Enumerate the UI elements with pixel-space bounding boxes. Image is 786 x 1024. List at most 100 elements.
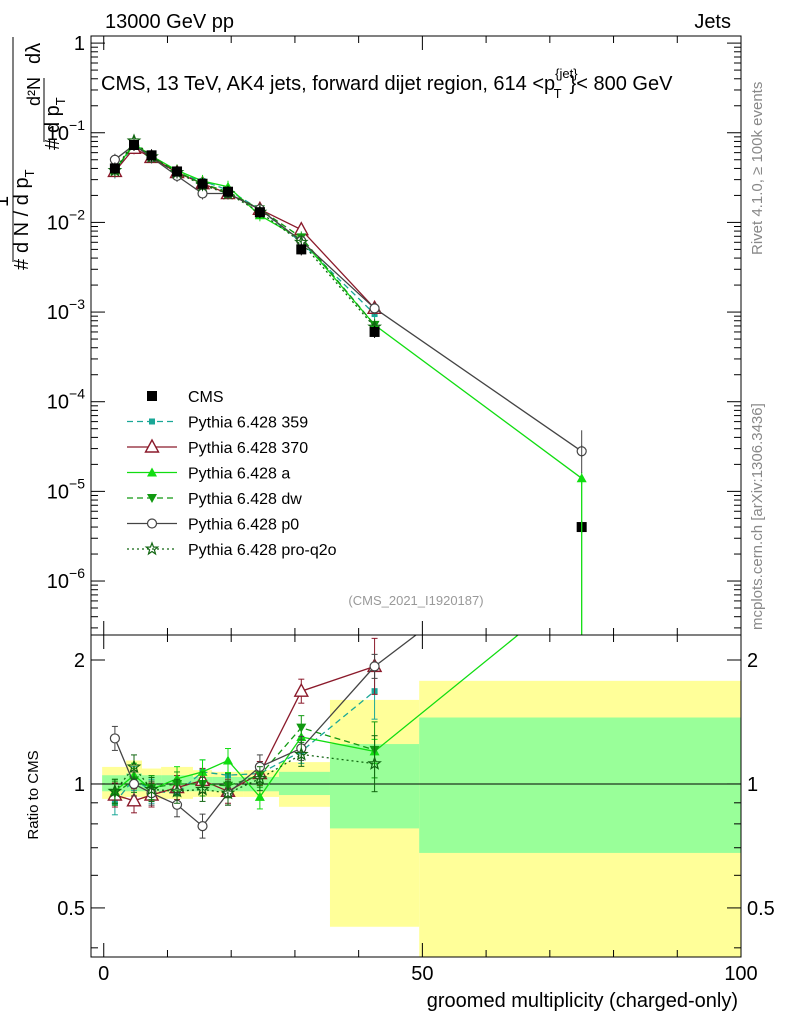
ylabel-den-text: d N / d p <box>11 177 33 253</box>
legend-item-pp0: Pythia 6.428 p0 <box>127 517 299 534</box>
main-point-cms <box>197 178 208 189</box>
x-tick-label: 100 <box>724 963 757 985</box>
main-panel: 10−610−510−410−310−210−11 <box>47 33 742 636</box>
x-tick-label: 0 <box>98 963 109 985</box>
ylabel-hash-1: # <box>11 258 33 270</box>
main-y-tick-exp: −2 <box>69 206 85 222</box>
main-point-cms <box>172 166 183 177</box>
ratio-point-pq2o <box>220 785 236 800</box>
title-sub: T <box>554 86 562 101</box>
ylabel-hash-2: # <box>42 138 64 150</box>
main-y-tick-base: 10 <box>47 302 69 324</box>
legend-marker-p370 <box>144 438 160 453</box>
ylabel-num: d²N <box>24 77 44 106</box>
main-series-pq2o <box>107 133 382 334</box>
ratio-y-tick-label-left: 1 <box>74 774 85 796</box>
ratio-panel: 0.5 0.5 1 1 2 2 <box>57 634 775 958</box>
ylabel-mid-text: d p <box>42 105 64 133</box>
legend-item-pq2o: Pythia 6.428 pro-q2o <box>127 541 337 559</box>
ratio-y-tick-label-left: 2 <box>74 650 85 672</box>
legend-item-p370: Pythia 6.428 370 <box>127 438 308 457</box>
plot-title: CMS, 13 TeV, AK4 jets, forward dijet reg… <box>101 66 673 101</box>
main-point-cms <box>129 140 140 151</box>
main-y-tick-label: 10−5 <box>47 475 85 503</box>
legend-label-pq2o: Pythia 6.428 pro-q2o <box>188 542 337 559</box>
main-y-tick-base: 10 <box>47 571 69 593</box>
ylabel-den: d N / d pT <box>11 169 37 253</box>
main-y-tick-label: 10−3 <box>47 296 85 324</box>
main-series-pdw <box>109 138 380 331</box>
main-y-tick-base: 10 <box>47 392 69 414</box>
ratio-line-pa <box>114 635 519 798</box>
main-point-pa <box>576 473 587 483</box>
title-prefix: CMS, 13 TeV, AK4 jets, forward dijet reg… <box>101 73 555 95</box>
ratio-y-tick-label-right: 2 <box>747 650 758 672</box>
ratio-point-pa <box>254 791 265 801</box>
header-collision: 13000 GeV pp <box>105 11 234 33</box>
main-y-tick-exp: −4 <box>69 386 85 402</box>
legend-label-p370: Pythia 6.428 370 <box>188 440 308 457</box>
ratio-series-pq2o <box>107 735 382 806</box>
ratio-frame <box>90 634 742 958</box>
ratio-point-p370 <box>293 682 309 697</box>
ylabel-dlambda: dλ <box>23 43 45 64</box>
ratio-point-pq2o <box>144 781 159 796</box>
main-y-tick-exp: −6 <box>69 565 85 581</box>
main-line-p359 <box>114 143 376 315</box>
main-y-tick-label: 10−4 <box>47 386 85 414</box>
main-point-cms <box>223 186 234 197</box>
main-y-tick-base: 10 <box>47 212 69 234</box>
main-y-tick-label: 10−1 <box>47 117 85 145</box>
ratio-series-pp0 <box>109 635 417 839</box>
ylabel-den-sub: T <box>22 169 37 177</box>
main-y-tick-exp: −1 <box>69 117 85 133</box>
main-line-p370 <box>114 147 376 309</box>
main-y-ticks: 10−610−510−410−310−210−11 <box>47 33 741 629</box>
main-series-pp0 <box>109 139 587 458</box>
legend-item-cms: CMS <box>147 389 224 406</box>
main-series-cms <box>109 139 587 534</box>
ratio-point-pq2o <box>252 770 268 785</box>
ratio-point-pp0 <box>109 733 120 744</box>
main-y-tick-base: 10 <box>47 123 69 145</box>
legend-marker-pq2o <box>144 541 160 556</box>
main-y-tick-label: 10−6 <box>47 565 85 593</box>
ratio-line-pp0 <box>114 635 417 828</box>
legend-label-p359: Pythia 6.428 359 <box>188 415 308 432</box>
ratio-y-tick-label-right: 1 <box>747 774 758 796</box>
main-y-axis-label: # d N / d pT 1 # d pT d²N dλ <box>0 37 68 270</box>
legend-item-pa: Pythia 6.428 a <box>127 466 290 483</box>
main-series-p370 <box>107 139 383 315</box>
main-y-tick-base: 1 <box>74 33 85 55</box>
main-line-pq2o <box>114 140 376 328</box>
legend-item-pdw: Pythia 6.428 dw <box>127 491 302 508</box>
ylabel-mid: d pT <box>42 97 68 133</box>
main-line-pp0 <box>114 144 583 452</box>
ratio-y-ticks: 0.5 0.5 1 1 2 2 <box>57 650 775 949</box>
analysis-id-label: (CMS_2021_I1920187) <box>348 593 483 608</box>
ratio-band-inner <box>278 771 330 796</box>
main-point-pp0 <box>369 303 380 314</box>
ratio-band-inner <box>419 717 741 853</box>
legend-marker-cms <box>147 391 157 401</box>
main-line-pdw <box>114 143 376 326</box>
legend: CMS Pythia 6.428 359 Pythia 6.428 370 Pythi… <box>127 389 337 559</box>
main-point-cms <box>146 150 157 161</box>
legend-label-pdw: Pythia 6.428 dw <box>188 491 302 508</box>
main-y-tick-label: 10−2 <box>47 206 85 234</box>
ratio-point-pdw <box>296 723 307 733</box>
main-series-pa <box>109 137 587 485</box>
main-line-pa <box>114 142 583 479</box>
ratio-y-tick-label-right: 0.5 <box>747 898 775 920</box>
ratio-point-p370 <box>126 792 142 807</box>
ratio-y-axis-label: Ratio to CMS <box>25 750 42 839</box>
ratio-point-pq2o <box>126 759 142 774</box>
main-y-tick-base: 10 <box>47 481 69 503</box>
ylabel-mid-sub: T <box>53 97 68 105</box>
main-point-cms <box>369 326 380 337</box>
mcplots-label: mcplots.cern.ch [arXiv:1306.3436] <box>749 403 766 630</box>
main-series-p359 <box>111 137 378 321</box>
ratio-point-pa <box>197 766 208 776</box>
ratio-point-pq2o <box>107 783 123 798</box>
